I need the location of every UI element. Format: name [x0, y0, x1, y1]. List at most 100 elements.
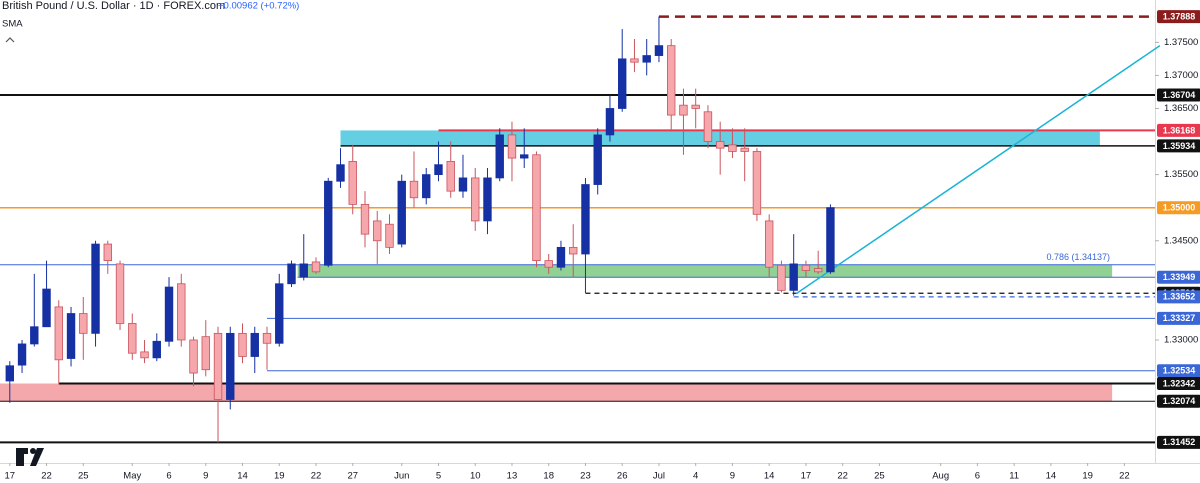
x-tick-label: 25: [78, 471, 89, 482]
candle-body: [213, 332, 223, 400]
level-badge: [1157, 201, 1200, 215]
candle-body: [715, 141, 725, 149]
x-tick-label: 11: [1009, 471, 1019, 482]
candle-body: [813, 268, 823, 273]
level-badge-label: 1.31452: [1163, 437, 1196, 447]
x-tick-label: Jun: [394, 471, 409, 482]
x-tick-label: 25: [874, 471, 885, 482]
x-tick-label: 9: [730, 471, 735, 482]
x-tick-label: 22: [41, 471, 52, 482]
level-badge: [1157, 290, 1200, 304]
candle-body: [128, 323, 137, 354]
candle-body: [520, 154, 529, 159]
x-tick-label: Jul: [653, 471, 665, 482]
candle-body: [397, 180, 406, 245]
x-tick-label: May: [123, 471, 141, 482]
candle-body: [642, 55, 651, 63]
candle-body: [544, 260, 553, 268]
candle-body: [667, 45, 676, 116]
candle-body: [385, 223, 394, 248]
candle-body: [140, 351, 149, 359]
candle-body: [42, 288, 51, 328]
x-tick-label: 19: [274, 471, 285, 482]
candle-body: [446, 160, 455, 192]
x-tick-label: 6: [975, 471, 980, 482]
y-tick-label: 1.36500: [1164, 103, 1198, 114]
level-badge-label: 1.37888: [1163, 12, 1196, 22]
level-badge: [1157, 123, 1200, 137]
candle-body: [422, 174, 431, 199]
level-badge-label: 1.33327: [1163, 313, 1196, 323]
candle-body: [507, 134, 517, 159]
candle-body: [164, 286, 174, 342]
x-tick-label: Aug: [932, 471, 949, 482]
candle-body: [483, 177, 492, 222]
candle-body: [238, 332, 247, 357]
trendline: [795, 44, 1161, 295]
level-badge-label: 1.32074: [1163, 396, 1196, 406]
candle-body: [654, 45, 664, 56]
candle-body: [630, 58, 639, 63]
candle-body: [311, 261, 321, 273]
candle-body: [728, 144, 737, 152]
x-tick-label: 23: [580, 471, 591, 482]
x-tick-label: 4: [693, 471, 698, 482]
collapse-icon[interactable]: [5, 37, 15, 43]
x-tick-label: 6: [166, 471, 171, 482]
y-tick-label: 1.37500: [1164, 37, 1198, 48]
candle-body: [826, 207, 835, 273]
candle-body: [495, 134, 504, 179]
candle-body: [434, 164, 443, 176]
candle-body: [801, 264, 811, 271]
x-tick-label: 17: [5, 471, 16, 482]
x-tick-label: 14: [1046, 471, 1057, 482]
tv-logo: [16, 448, 44, 466]
y-tick-label: 1.34500: [1164, 235, 1198, 246]
x-tick-label: 17: [801, 471, 812, 482]
level-badge-label: 1.33949: [1163, 272, 1196, 282]
candle-body: [66, 313, 76, 359]
candle-body: [54, 306, 63, 361]
candle-body: [532, 154, 541, 262]
level-badge-label: 1.32534: [1163, 366, 1196, 376]
candle-body: [177, 283, 186, 341]
candle-body: [740, 147, 749, 152]
level-badge: [1157, 376, 1200, 390]
candle-body: [30, 326, 39, 345]
candle-body: [348, 160, 357, 205]
level-badge: [1157, 394, 1200, 408]
level-badge: [1157, 364, 1200, 378]
level-badge: [1157, 311, 1200, 325]
candle-body: [5, 365, 14, 382]
level-badge-label: 1.33652: [1163, 292, 1196, 302]
candle-body: [458, 177, 468, 192]
candle-body: [569, 246, 578, 255]
x-tick-label: 26: [617, 471, 628, 482]
candle-body: [764, 220, 774, 268]
level-badge: [1157, 270, 1200, 284]
level-badge: [1157, 88, 1200, 102]
x-tick-label: 14: [237, 471, 248, 482]
candle-body: [299, 263, 308, 278]
y-tick-label: 1.35500: [1164, 169, 1198, 180]
candle-body: [324, 180, 333, 266]
indicator-label: SMA: [2, 19, 23, 30]
candle-body: [593, 134, 602, 185]
level-badge: [1157, 139, 1200, 153]
x-tick-label: 22: [837, 471, 848, 482]
candle-body: [79, 313, 88, 334]
level-badge: [1157, 435, 1200, 449]
candle-body: [581, 184, 590, 255]
level-badge-label: 1.32342: [1163, 378, 1196, 388]
candle-body: [409, 180, 419, 199]
candle-body: [226, 332, 235, 400]
candle-body: [17, 343, 27, 366]
x-tick-label: 13: [507, 471, 518, 482]
candle-body: [103, 243, 112, 262]
zone: [297, 264, 1113, 278]
candle-body: [777, 264, 786, 291]
x-tick-label: 27: [347, 471, 358, 482]
candle-body: [618, 58, 627, 109]
y-tick-label: 1.33000: [1164, 334, 1198, 345]
